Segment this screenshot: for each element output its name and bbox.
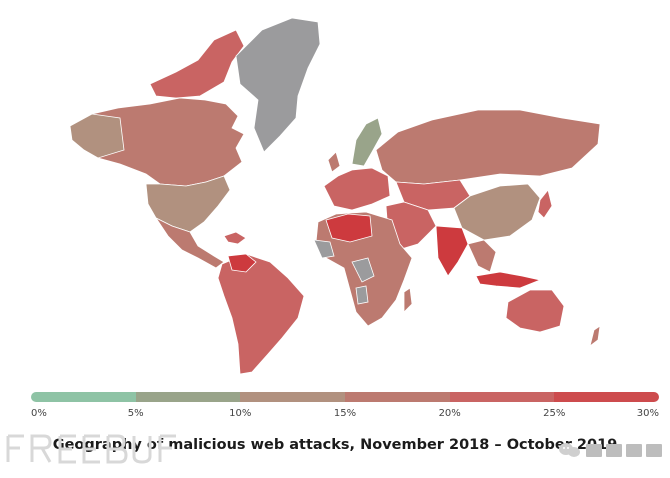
region-china	[453, 183, 541, 241]
legend-tick: 25%	[543, 408, 566, 419]
region-madagascar	[403, 287, 413, 313]
region-africa-no-data	[313, 239, 375, 305]
region-arctic-islands	[149, 29, 245, 99]
legend-tick: 5%	[127, 408, 144, 419]
region-uk	[327, 151, 341, 173]
legend-segment-20-25	[449, 392, 555, 402]
legend-segment-5-10	[135, 392, 241, 402]
region-southeast-asia	[467, 239, 497, 273]
region-north-africa-high	[325, 213, 373, 243]
region-alaska	[69, 113, 125, 159]
legend-ticks: 0% 5% 10% 15% 20% 25% 30%	[31, 408, 659, 422]
legend-tick: 20%	[438, 408, 461, 419]
region-india	[435, 225, 469, 277]
map-caption: Geography of malicious web attacks, Nove…	[52, 437, 618, 453]
region-mexico	[154, 216, 225, 269]
legend-segment-25-30	[554, 392, 660, 402]
region-russia	[375, 109, 601, 185]
region-greenland	[235, 17, 321, 153]
legend-segment-0-5	[31, 392, 136, 402]
legend-tick: 30%	[636, 408, 659, 419]
region-south-america	[217, 253, 305, 375]
legend-tick: 15%	[333, 408, 357, 419]
freebuf-watermark-logo	[4, 432, 204, 466]
world-map	[69, 17, 601, 375]
region-indonesia	[475, 271, 542, 289]
legend-color-scale	[31, 392, 660, 402]
legend-segment-10-15	[240, 392, 346, 402]
region-new-zealand	[589, 325, 601, 347]
region-australia	[505, 289, 565, 333]
world-map-svg	[69, 17, 601, 375]
region-scandinavia	[351, 117, 383, 167]
region-europe	[323, 167, 391, 211]
legend-tick: 0%	[31, 408, 47, 419]
legend-segment-15-20	[345, 392, 450, 402]
legend-tick: 10%	[229, 408, 252, 419]
region-japan	[537, 189, 553, 219]
region-caribbean	[223, 231, 247, 245]
wechat-watermark	[556, 438, 666, 462]
region-venezuela	[227, 253, 257, 273]
